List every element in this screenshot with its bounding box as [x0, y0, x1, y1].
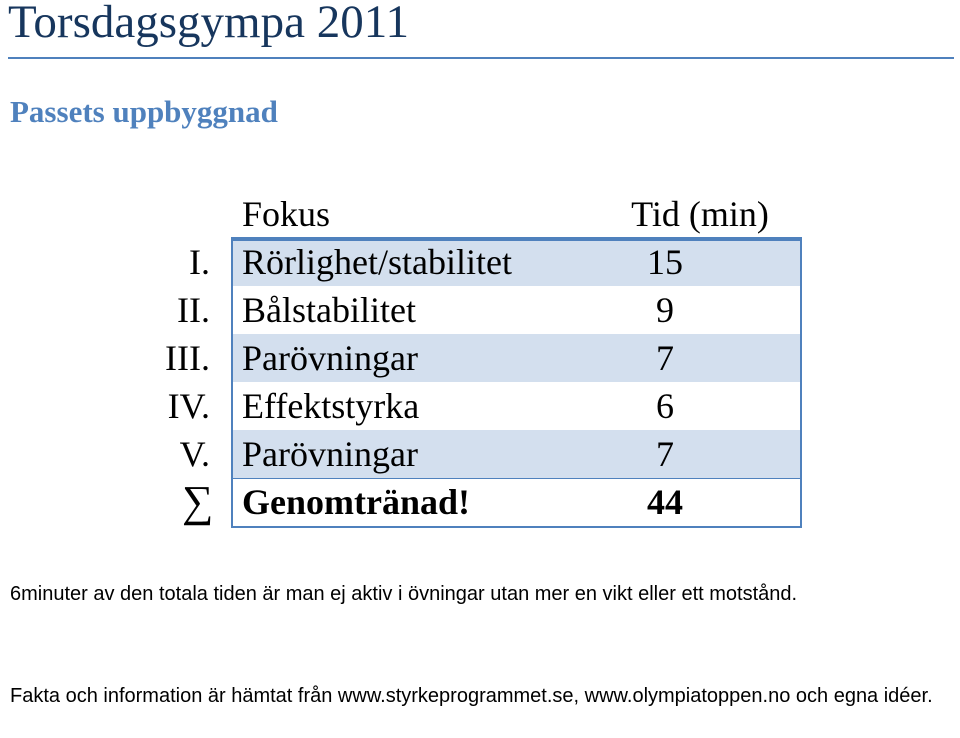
row-fokus: Rörlighet/stabilitet [242, 242, 512, 282]
table-header-rule [231, 237, 802, 241]
row-numeral: I. [189, 242, 210, 282]
schedule-table: Fokus Tid (min) I. Rörlighet/stabilitet … [160, 190, 805, 535]
row-numeral: IV. [167, 386, 210, 426]
row-tid: 9 [656, 290, 674, 330]
row-fokus: Parövningar [242, 434, 418, 474]
total-value: 44 [647, 482, 683, 522]
row-tid: 6 [656, 386, 674, 426]
source-credit: Fakta och information är hämtat från www… [10, 685, 933, 707]
row-background [232, 238, 800, 286]
total-divider [231, 478, 802, 479]
row-numeral: V. [179, 434, 210, 474]
page-subtitle: Passets uppbyggnad [10, 94, 278, 129]
row-tid: 7 [656, 338, 674, 378]
total-label: Genomtränad! [242, 482, 470, 522]
row-fokus: Parövningar [242, 338, 418, 378]
row-background [232, 334, 800, 382]
title-divider [8, 57, 954, 59]
footnote: 6minuter av den totala tiden är man ej a… [10, 583, 798, 605]
row-tid: 15 [647, 242, 683, 282]
row-tid: 7 [656, 434, 674, 474]
row-numeral: II. [177, 290, 210, 330]
row-numeral: III. [165, 338, 210, 378]
header-tid: Tid (min) [631, 194, 769, 234]
page-title: Torsdagsgympa 2011 [8, 0, 409, 48]
row-background [232, 430, 800, 478]
sum-symbol: ∑ [182, 477, 214, 526]
row-fokus: Effektstyrka [242, 386, 420, 426]
header-fokus: Fokus [242, 194, 331, 234]
row-fokus: Bålstabilitet [242, 290, 416, 330]
